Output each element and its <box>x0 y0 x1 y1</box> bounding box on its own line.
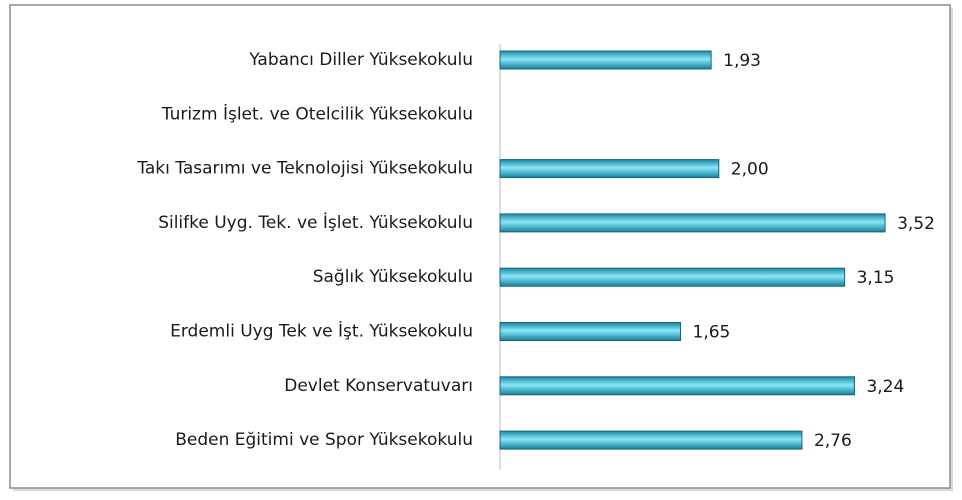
category-label: Turizm İşlet. ve Otelcilik Yüksekokulu <box>161 103 473 124</box>
category-label: Sağlık Yüksekokulu <box>313 267 473 287</box>
bar <box>499 322 682 341</box>
category-label: Takı Tasarımı ve Teknolojisi Yüksekokulu <box>136 159 473 179</box>
category-label: Yabancı Diller Yüksekokulu <box>248 50 473 70</box>
data-label: 2,00 <box>731 160 769 180</box>
category-label: Beden Eğitimi ve Spor Yüksekokulu <box>175 430 473 450</box>
data-label: 3,52 <box>897 214 935 234</box>
bar <box>499 50 712 70</box>
data-label: 1,93 <box>723 51 761 71</box>
category-label: Silifke Uyg. Tek. ve İşlet. Yüksekokulu <box>158 212 473 233</box>
data-label: 3,15 <box>857 268 895 288</box>
bar <box>499 430 803 450</box>
data-label: 2,76 <box>814 431 852 451</box>
bar <box>499 159 720 179</box>
category-label: Devlet Konservatuvarı <box>284 376 473 396</box>
bar <box>499 267 846 287</box>
frame <box>9 4 951 489</box>
data-label: 1,65 <box>693 323 731 343</box>
data-label: 3,24 <box>866 377 904 397</box>
bar <box>499 376 855 396</box>
bar <box>499 213 886 233</box>
category-label: Erdemli Uyg Tek ve İşt. Yüksekokulu <box>170 321 473 342</box>
